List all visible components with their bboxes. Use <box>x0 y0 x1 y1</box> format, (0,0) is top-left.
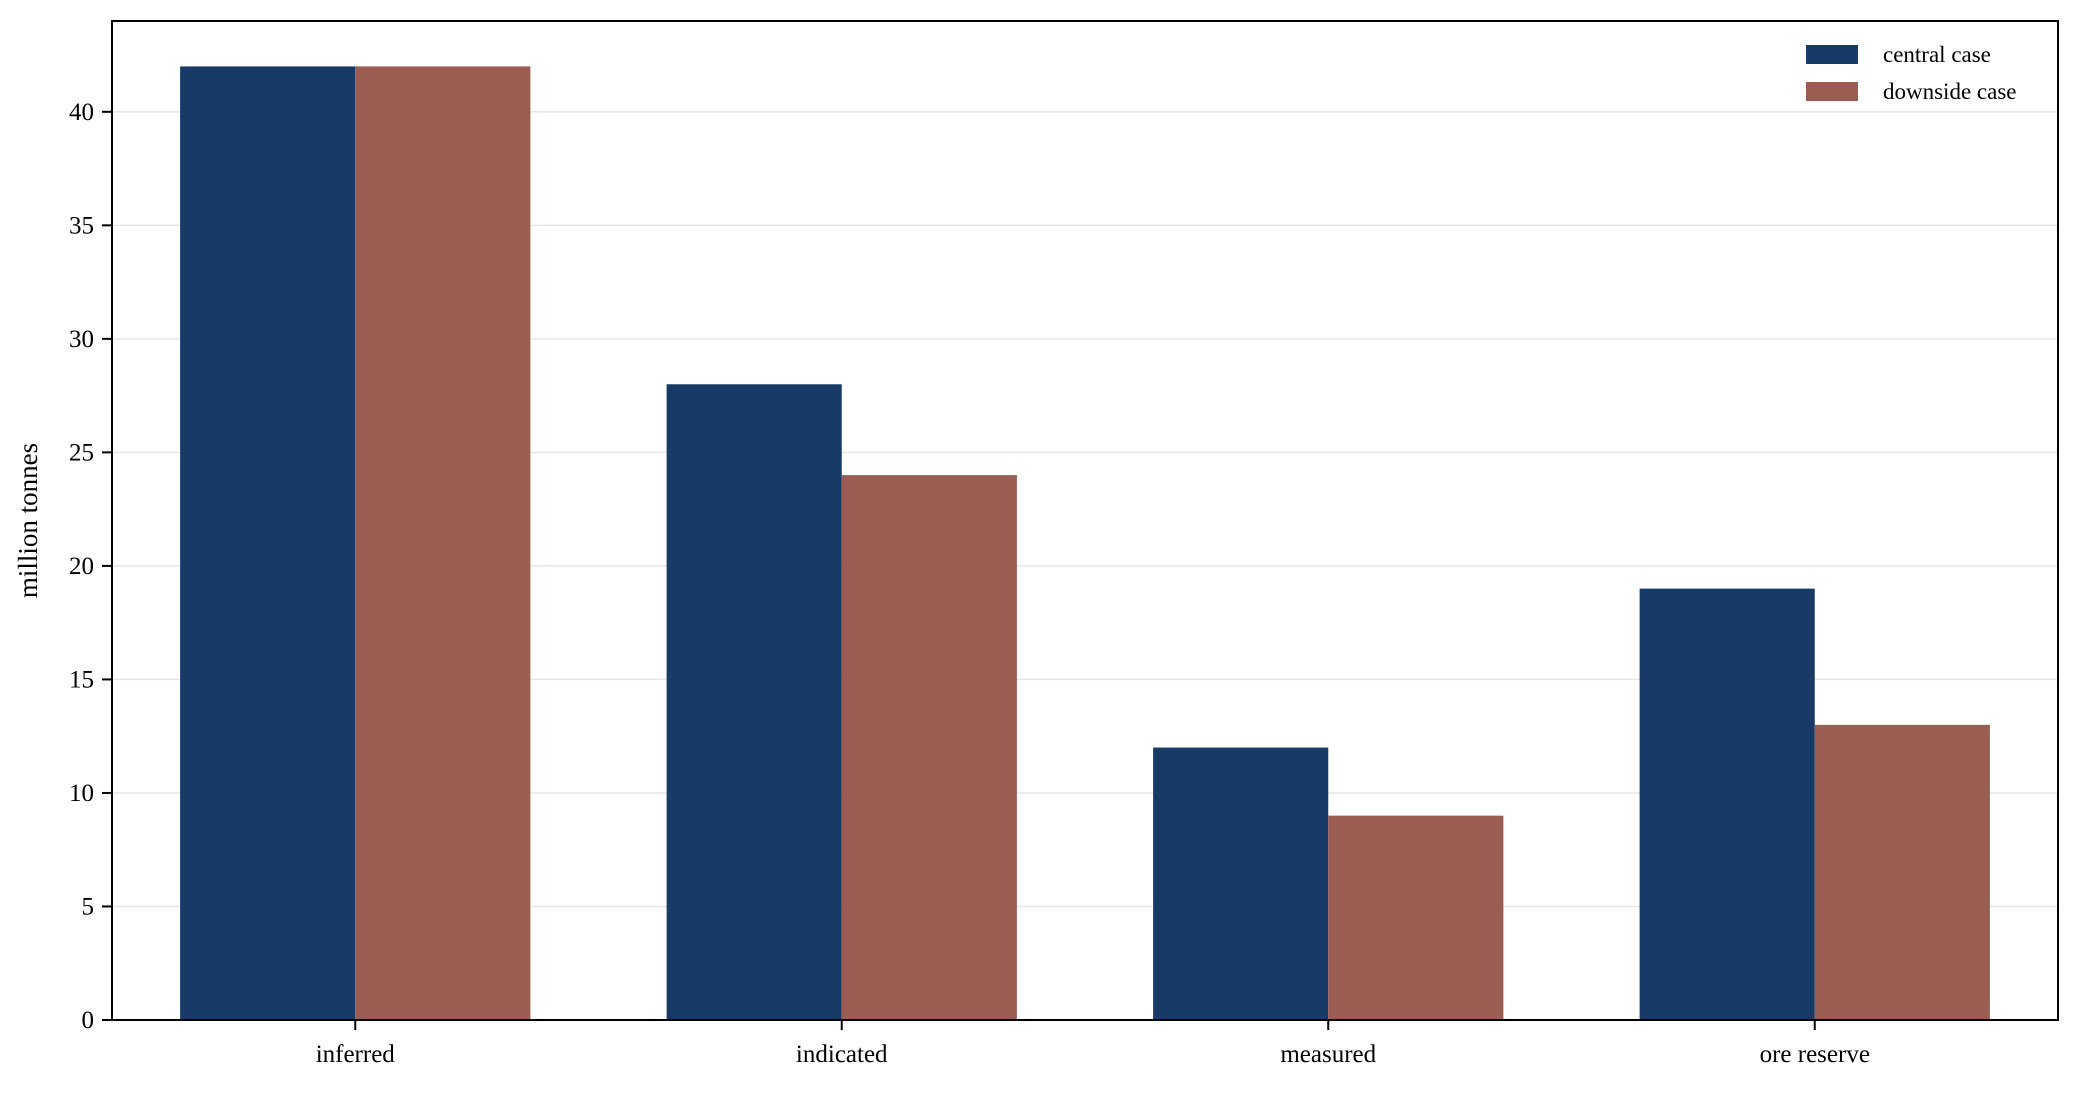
x-tick-label-0: inferred <box>316 1041 396 1068</box>
y-tick-label-7: 35 <box>69 212 94 239</box>
x-axis: inferred indicated measured ore reserve <box>316 1020 1870 1068</box>
y-tick-label-2: 10 <box>69 780 94 807</box>
y-tick-label-4: 20 <box>69 553 94 580</box>
legend-label-1: downside case <box>1883 79 2017 104</box>
x-tick-label-3: ore reserve <box>1760 1041 1870 1068</box>
legend: central case downside case <box>1806 42 2017 104</box>
bar-measured-downside-case <box>1328 815 1504 1020</box>
y-axis-title: million tonnes <box>13 443 43 598</box>
x-tick-label-1: indicated <box>796 1041 888 1068</box>
x-tick-label-2: measured <box>1280 1041 1376 1068</box>
bar-inferred-central-case <box>180 66 356 1021</box>
y-tick-label-5: 25 <box>69 439 94 466</box>
plot-frame <box>111 20 2059 1021</box>
bar-ore-reserve-downside-case <box>1814 724 1990 1020</box>
legend-swatch-1 <box>1806 82 1858 101</box>
y-tick-label-6: 30 <box>69 326 94 353</box>
bar-inferred-downside-case <box>355 66 531 1021</box>
bar-ore-reserve-central-case <box>1639 588 1815 1020</box>
legend-swatch-0 <box>1806 45 1858 64</box>
y-tick-label-3: 15 <box>69 666 94 693</box>
bar-measured-central-case <box>1153 747 1329 1020</box>
y-tick-label-8: 40 <box>69 99 94 126</box>
y-axis: 0 5 10 15 20 25 30 35 40 <box>69 99 112 1034</box>
bar-indicated-downside-case <box>841 475 1017 1020</box>
bar-indicated-central-case <box>666 384 842 1021</box>
y-tick-label-1: 5 <box>82 893 95 920</box>
bars <box>180 66 1990 1021</box>
y-tick-label-0: 0 <box>82 1007 95 1034</box>
legend-label-0: central case <box>1883 42 1991 67</box>
